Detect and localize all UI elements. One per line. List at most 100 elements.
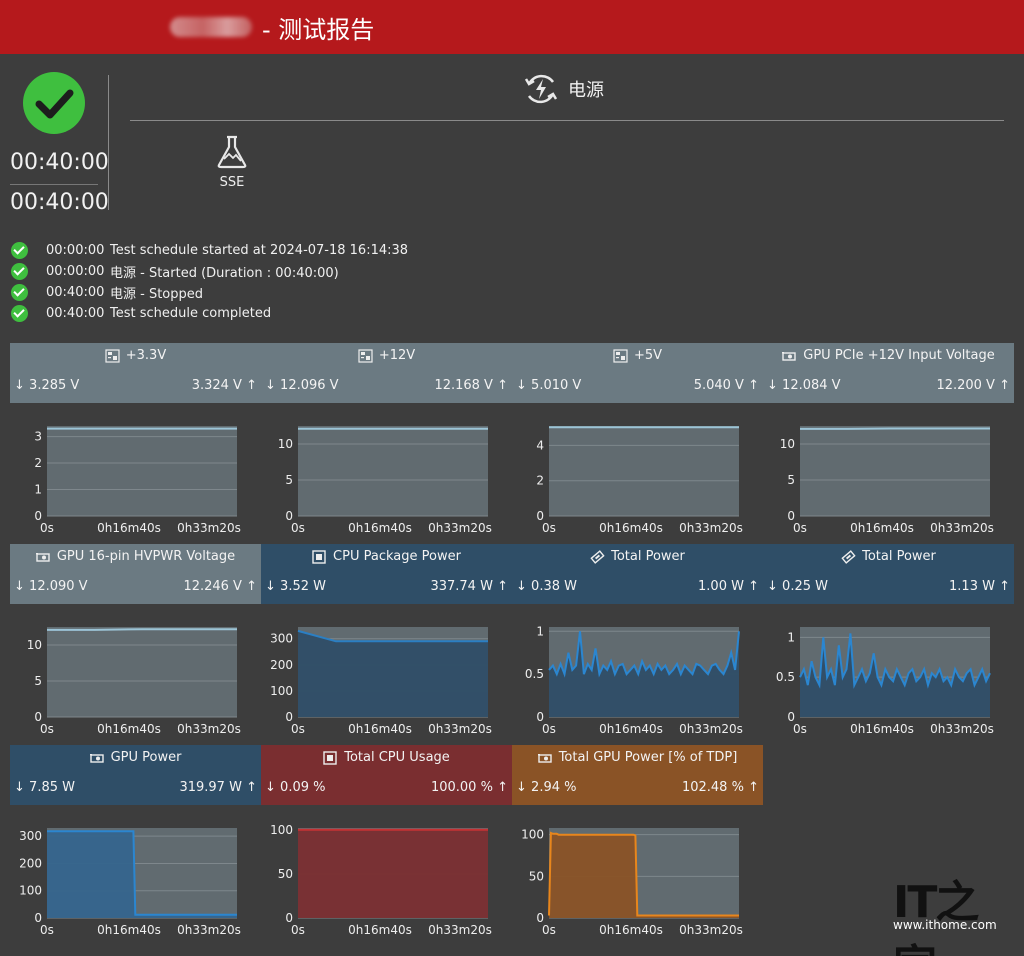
y-tick-label: 0 — [34, 911, 42, 925]
sensor-min: ↓ 12.096 V — [265, 378, 339, 393]
x-tick-label: 0s — [291, 521, 305, 535]
sensor-panel[interactable]: GPU Power ↓ 7.85 W 319.97 W ↑ — [10, 745, 261, 805]
sensor-title: GPU PCIe +12V Input Voltage — [763, 348, 1014, 363]
log-text: 电源 - Stopped — [110, 287, 204, 302]
sensor-panel[interactable]: Total GPU Power [% of TDP] ↓ 2.94 % 102.48… — [512, 745, 763, 805]
series-line — [297, 629, 488, 643]
y-tick-label: 200 — [270, 658, 293, 672]
log-text: Test schedule completed — [110, 306, 272, 321]
sensor-chart: 0 50 100 0s 0h16m40s 0h33m20s — [521, 828, 743, 937]
arrow-down-icon: ↓ — [265, 579, 276, 594]
sensor-chart: 0 0.5 1 0s 0h16m40s 0h33m20s — [525, 624, 743, 736]
x-tick-label: 0h33m20s — [177, 923, 241, 937]
tab-sse[interactable]: SSE — [210, 135, 254, 190]
sensor-panel[interactable]: Total Power ↓ 0.25 W 1.13 W ↑ — [763, 544, 1014, 604]
x-tick-label: 0h16m40s — [599, 722, 663, 736]
x-tick-label: 0h33m20s — [177, 722, 241, 736]
sensor-max: 1.13 W ↑ — [949, 579, 1010, 594]
sensor-min: ↓ 2.94 % — [516, 780, 576, 795]
divider — [108, 75, 109, 210]
sensor-min-value: 5.010 V — [531, 378, 582, 393]
arrow-up-icon: ↑ — [748, 378, 759, 393]
series-line — [548, 831, 739, 917]
y-tick-label: 10 — [278, 437, 293, 451]
tab-power[interactable]: 电源 — [522, 70, 604, 108]
sensor-max: 1.00 W ↑ — [698, 579, 759, 594]
series-area — [298, 630, 488, 717]
x-tick-label: 0h16m40s — [599, 923, 663, 937]
sensor-title-label: +5V — [633, 348, 663, 363]
x-tick-label: 0s — [542, 923, 556, 937]
y-tick-label: 0 — [536, 911, 544, 925]
arrow-down-icon: ↓ — [516, 579, 527, 594]
sensor-title-label: Total CPU Usage — [344, 750, 450, 765]
sensor-max-value: 100.00 % — [430, 780, 493, 795]
arrow-down-icon: ↓ — [14, 780, 25, 795]
sensor-panel[interactable]: GPU 16-pin HVPWR Voltage ↓ 12.090 V 12.246… — [10, 544, 261, 604]
x-tick-label: 0s — [793, 722, 807, 736]
series-line — [47, 830, 237, 916]
y-tick-label: 100 — [270, 684, 293, 698]
sensor-panel[interactable]: GPU PCIe +12V Input Voltage ↓ 12.084 V 12.… — [763, 343, 1014, 403]
divider — [10, 184, 98, 185]
sensor-panel[interactable]: +12V ↓ 12.096 V 12.168 V ↑ — [261, 343, 512, 403]
y-tick-label: 10 — [780, 437, 795, 451]
x-tick-label: 0h33m20s — [428, 923, 492, 937]
sensor-title: CPU Package Power — [261, 549, 512, 564]
sensor-panel[interactable]: CPU Package Power ↓ 3.52 W 337.74 W ↑ — [261, 544, 512, 604]
arrow-up-icon: ↑ — [748, 579, 759, 594]
sensor-max-value: 1.13 W — [949, 579, 995, 594]
sensor-max-value: 12.200 V — [936, 378, 995, 393]
sensor-min: ↓ 12.084 V — [767, 378, 841, 393]
sensor-panel[interactable]: +5V ↓ 5.010 V 5.040 V ↑ — [512, 343, 763, 403]
log-text: 电源 - Started (Duration : 00:40:00) — [110, 266, 339, 281]
log-time: 00:40:00 — [46, 306, 105, 321]
y-tick-label: 100 — [19, 884, 42, 898]
memory-icon — [590, 549, 605, 564]
sensor-title-label: +12V — [378, 348, 416, 363]
y-tick-label: 0 — [285, 509, 293, 523]
y-tick-label: 300 — [270, 632, 293, 646]
success-icon — [11, 242, 28, 259]
total-time: 00:40:00 — [10, 190, 109, 215]
y-tick-label: 3 — [34, 430, 42, 444]
sensor-title-label: +3.3V — [125, 348, 167, 363]
x-tick-label: 0h33m20s — [428, 722, 492, 736]
sensor-chart: 0 100 200 300 0s 0h16m40s 0h33m20s — [270, 627, 492, 736]
plot-background — [47, 426, 237, 516]
watermark-url: www.ithome.com — [893, 918, 997, 932]
sensor-max: 337.74 W ↑ — [430, 579, 508, 594]
success-icon — [11, 263, 28, 280]
plot-background — [549, 426, 739, 516]
y-tick-label: 1 — [536, 624, 544, 638]
sensor-min-value: 2.94 % — [531, 780, 577, 795]
cpu-icon — [323, 750, 337, 765]
arrow-up-icon: ↑ — [748, 780, 759, 795]
x-tick-label: 0h33m20s — [428, 521, 492, 535]
power-cycle-icon — [524, 74, 558, 104]
sensor-panel[interactable]: +3.3V ↓ 3.285 V 3.324 V ↑ — [10, 343, 261, 403]
y-tick-label: 0 — [34, 509, 42, 523]
arrow-down-icon: ↓ — [265, 780, 276, 795]
y-tick-label: 0 — [285, 911, 293, 925]
sensor-max-value: 1.00 W — [698, 579, 744, 594]
sensor-title-label: CPU Package Power — [333, 549, 461, 564]
plot-background — [800, 426, 990, 516]
sensor-panel[interactable]: Total CPU Usage ↓ 0.09 % 100.00 % ↑ — [261, 745, 512, 805]
sensor-min-value: 12.084 V — [782, 378, 841, 393]
x-tick-label: 0s — [793, 521, 807, 535]
sensor-min: ↓ 12.090 V — [14, 579, 88, 594]
sensor-max: 5.040 V ↑ — [694, 378, 759, 393]
series-line — [548, 631, 740, 678]
arrow-down-icon: ↓ — [767, 378, 778, 393]
sensor-chart: 0 100 200 300 0s 0h16m40s 0h33m20s — [19, 828, 241, 937]
y-tick-label: 10 — [27, 638, 42, 652]
sensor-max-value: 12.246 V — [183, 579, 242, 594]
sensor-min: ↓ 3.52 W — [265, 579, 326, 594]
sensor-panel[interactable]: Total Power ↓ 0.38 W 1.00 W ↑ — [512, 544, 763, 604]
y-tick-label: 50 — [278, 867, 293, 881]
y-tick-label: 100 — [270, 823, 293, 837]
x-tick-label: 0s — [291, 923, 305, 937]
sensor-max: 3.324 V ↑ — [192, 378, 257, 393]
sensor-title-label: GPU PCIe +12V Input Voltage — [803, 348, 995, 363]
